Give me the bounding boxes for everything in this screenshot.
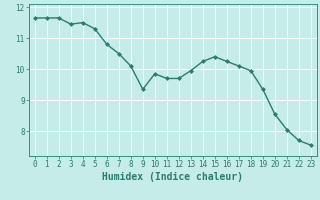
X-axis label: Humidex (Indice chaleur): Humidex (Indice chaleur) [102, 172, 243, 182]
